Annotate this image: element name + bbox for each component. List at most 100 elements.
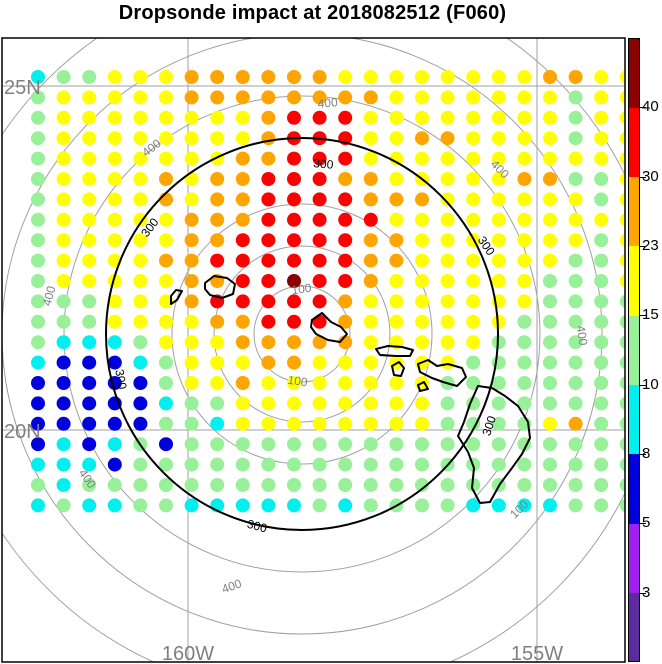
island-oahu	[310, 312, 348, 343]
impact-dot	[389, 110, 404, 125]
impact-dot	[56, 498, 71, 513]
impact-dot	[133, 151, 148, 166]
impact-dot	[56, 274, 71, 288]
impact-dot	[517, 192, 532, 207]
impact-dot	[159, 110, 173, 125]
island-niihau	[170, 289, 183, 305]
impact-dot	[107, 70, 122, 84]
impact-dot	[184, 151, 199, 166]
impact-dot	[491, 457, 506, 472]
impact-dot	[261, 376, 276, 390]
impact-dot	[159, 457, 173, 472]
impact-dot	[184, 131, 199, 146]
impact-dot	[491, 314, 506, 329]
impact-dot	[543, 437, 557, 452]
impact-dot	[568, 478, 583, 492]
ring-label-400-bottom: 400	[220, 576, 244, 596]
impact-dot	[543, 498, 557, 513]
colorbar-label: 10	[642, 375, 659, 393]
impact-dot	[466, 151, 481, 166]
impact-dot	[56, 376, 71, 390]
impact-dot	[107, 212, 122, 227]
impact-dot	[491, 70, 506, 84]
impact-dot	[235, 376, 250, 390]
impact-dot	[568, 233, 583, 248]
impact-dot	[287, 437, 301, 452]
impact-dot	[184, 355, 199, 370]
lat-label-20n: 20N	[4, 421, 41, 443]
impact-dot	[568, 396, 583, 411]
impact-dot	[261, 294, 276, 309]
impact-dot	[235, 314, 250, 329]
impact-dot	[210, 314, 225, 329]
graticule	[2, 38, 625, 662]
impact-dot	[415, 274, 429, 288]
impact-dot	[363, 457, 378, 472]
impact-dot	[210, 131, 225, 146]
impact-dot	[261, 416, 276, 431]
impact-dot	[415, 478, 429, 492]
impact-dot	[133, 396, 148, 411]
impact-dot	[312, 172, 327, 186]
impact-dot	[235, 172, 250, 186]
impact-dot	[466, 314, 481, 329]
impact-dot	[56, 478, 71, 492]
impact-dot	[619, 253, 625, 268]
impact-dot	[312, 478, 327, 492]
impact-dot	[543, 376, 557, 390]
impact-dot	[82, 233, 97, 248]
impact-dot	[107, 151, 122, 166]
impact-dot	[31, 212, 45, 227]
impact-dot	[415, 396, 429, 411]
impact-dot	[287, 498, 301, 513]
impact-dot	[543, 416, 557, 431]
impact-dot	[517, 376, 532, 390]
impact-dot	[389, 416, 404, 431]
impact-dot	[56, 90, 71, 105]
impact-dot	[568, 314, 583, 329]
impact-dot	[594, 396, 609, 411]
impact-dot	[568, 90, 583, 105]
impact-dot	[363, 437, 378, 452]
impact-dot	[619, 111, 625, 125]
impact-dot	[133, 131, 148, 146]
impact-dot	[82, 253, 97, 268]
impact-dot	[415, 151, 429, 166]
impact-dot	[517, 314, 532, 329]
impact-dot	[363, 110, 378, 125]
impact-dot	[82, 376, 97, 390]
impact-dot	[440, 233, 455, 248]
impact-dot	[235, 212, 250, 227]
impact-dot	[594, 151, 609, 166]
impact-dot	[287, 110, 301, 125]
impact-dot	[517, 233, 532, 248]
impact-dot	[415, 416, 429, 431]
impact-dot	[312, 335, 327, 350]
impact-dot	[594, 192, 609, 207]
impact-dot	[235, 70, 250, 84]
impact-dot	[363, 416, 378, 431]
impact-dot	[440, 314, 455, 329]
impact-dot	[594, 253, 609, 268]
impact-dot	[184, 335, 199, 350]
impact-dot	[235, 498, 250, 513]
impact-dot	[517, 478, 532, 492]
impact-dot	[82, 437, 97, 452]
impact-dot	[363, 314, 378, 329]
impact-dot	[568, 253, 583, 268]
impact-dot	[210, 437, 225, 452]
impact-dot	[210, 416, 225, 431]
impact-dot	[619, 376, 625, 390]
range-ring-3	[171, 203, 433, 465]
colorbar-label: 15	[642, 306, 659, 324]
lon-label-155w: 155W	[511, 643, 563, 664]
impact-dot	[133, 233, 148, 248]
impact-dot	[56, 110, 71, 125]
impact-dot	[184, 416, 199, 431]
impact-dot	[31, 376, 45, 390]
impact-dot	[568, 294, 583, 309]
impact-dot	[466, 192, 481, 207]
impact-dot	[594, 498, 609, 513]
impact-dot	[31, 335, 45, 350]
impact-dot	[107, 498, 122, 513]
